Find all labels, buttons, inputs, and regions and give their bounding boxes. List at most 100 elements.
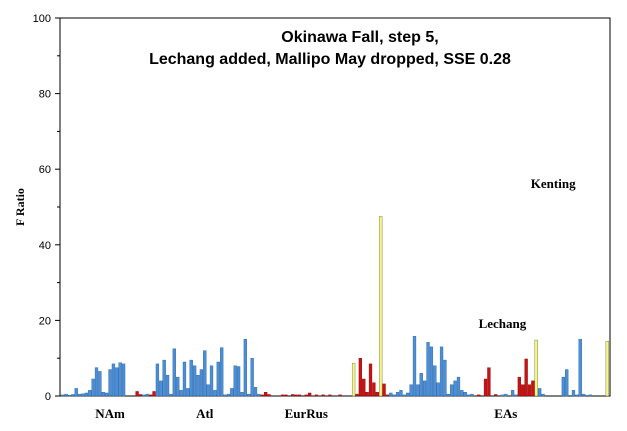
x-group-label: EAs	[494, 406, 517, 421]
bar	[142, 394, 146, 397]
bar	[443, 359, 447, 397]
bar	[460, 390, 464, 397]
bar	[419, 373, 423, 397]
bar	[209, 365, 214, 397]
bar	[260, 394, 264, 397]
bar	[521, 384, 525, 397]
bar	[169, 393, 173, 397]
bar	[121, 363, 126, 397]
bar	[280, 394, 285, 397]
bar	[487, 367, 491, 397]
bar	[216, 361, 220, 397]
bar	[412, 336, 417, 397]
bar	[578, 339, 582, 397]
bar	[84, 392, 89, 397]
bar	[94, 367, 99, 397]
bar	[189, 359, 193, 397]
bar	[365, 392, 369, 397]
y-tick-label: 40	[39, 240, 51, 252]
bar	[565, 369, 569, 397]
bar	[538, 388, 542, 397]
bar	[172, 348, 176, 397]
bar	[321, 394, 325, 397]
bar	[372, 382, 376, 397]
chart-title-line-2: Lechang added, Mallipo May dropped, SSE …	[149, 51, 511, 68]
bar	[581, 393, 586, 397]
bar	[395, 392, 400, 397]
bar	[155, 363, 160, 397]
bar	[385, 394, 390, 397]
bar	[98, 371, 102, 397]
bar	[74, 388, 78, 397]
bar	[284, 394, 288, 397]
y-tick-label: 100	[33, 13, 51, 25]
bar	[409, 384, 413, 397]
bar	[375, 392, 379, 397]
bar	[328, 394, 332, 397]
x-group-label: NAm	[95, 406, 125, 421]
bar	[138, 394, 143, 397]
bar	[466, 394, 471, 397]
y-tick-label: 20	[39, 315, 51, 327]
bar	[199, 369, 204, 397]
bar	[67, 395, 72, 397]
bar	[77, 393, 82, 397]
bar	[243, 339, 247, 397]
bar	[220, 347, 224, 397]
bar	[294, 394, 298, 397]
bar	[588, 394, 593, 397]
bar	[510, 390, 515, 397]
bar	[186, 388, 190, 397]
bar	[561, 376, 565, 397]
bar	[240, 392, 244, 397]
bar	[71, 394, 75, 397]
bar	[368, 363, 373, 397]
bar	[159, 380, 163, 397]
bar	[541, 393, 545, 397]
bar	[423, 380, 427, 397]
bar	[264, 392, 268, 397]
bar	[494, 394, 498, 397]
bar	[118, 362, 122, 397]
y-tick-label: 80	[39, 89, 51, 101]
bar	[351, 362, 356, 397]
bar	[213, 390, 217, 397]
bar	[226, 393, 231, 397]
bar	[517, 376, 521, 397]
bar	[605, 340, 609, 397]
y-axis-label: F Ratio	[13, 188, 27, 226]
bar	[500, 394, 505, 397]
bar	[402, 394, 406, 397]
bar	[88, 390, 92, 397]
bar	[182, 361, 187, 397]
bar	[358, 358, 363, 397]
bar	[314, 394, 319, 397]
bar	[534, 339, 538, 397]
bar	[429, 346, 434, 397]
y-tick-label: 60	[39, 164, 51, 176]
bar	[527, 384, 532, 397]
bar	[436, 382, 440, 397]
bar	[531, 380, 535, 397]
bar	[230, 388, 234, 397]
y-axis-ticks: 0 20 40 60 80 100	[33, 13, 60, 403]
bar	[524, 358, 528, 397]
bar	[416, 384, 420, 397]
bar	[470, 393, 474, 397]
bar	[223, 394, 227, 397]
x-group-label: Atl	[196, 406, 214, 421]
bar	[291, 394, 295, 397]
bar	[250, 358, 254, 397]
bar	[433, 365, 437, 397]
bar	[105, 392, 109, 397]
annotation-label: Kenting	[531, 176, 576, 191]
bar	[236, 366, 241, 397]
bar	[115, 367, 119, 397]
bar	[389, 392, 393, 397]
bar	[571, 390, 576, 397]
bar	[162, 359, 166, 397]
chart-title-line-1: Okinawa Fall, step 5,	[281, 29, 438, 46]
bar	[233, 365, 237, 397]
bar	[514, 394, 518, 397]
